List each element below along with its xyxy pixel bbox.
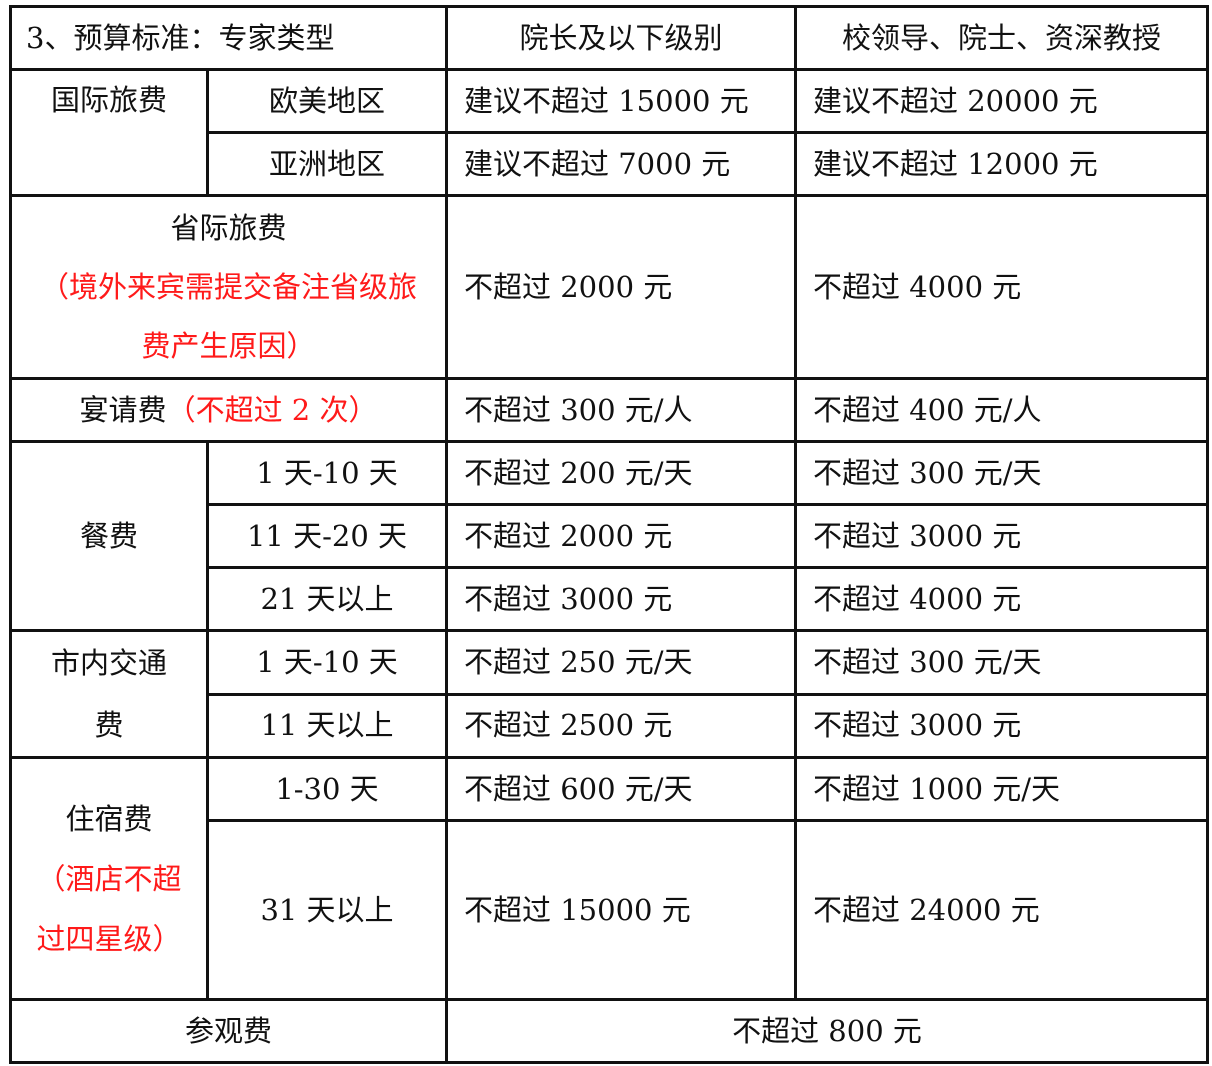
interprovincial-label: 省际旅费 [170,210,287,245]
header-type: 3、预算标准：专家类型 [9,5,448,71]
value-b: 不超过 3000 元 [794,692,1209,759]
value-b: 不超过 1000 元/天 [794,756,1209,822]
sub-label: 31 天以上 [206,819,448,1001]
sub-label: 11 天-20 天 [206,503,448,569]
table-row: 市内交通费 1 天-10 天 不超过 250 元/天 不超过 300 元/天 [9,629,1209,759]
interprovincial-note: （境外来宾需提交备注省级旅费产生原因） [40,269,418,363]
header-col-b: 校领导、院士、资深教授 [794,5,1209,71]
banquet-label: 宴请费 [79,392,167,427]
lodging-note: （酒店不超过四星级） [36,861,182,956]
banquet-note: （不超过 2 次） [166,392,378,427]
value-a: 不超过 2000 元 [445,503,797,569]
lodging-cell: 住宿费 （酒店不超过四星级） [9,756,209,1001]
table-row: 住宿费 （酒店不超过四星级） 1-30 天 不超过 600 元/天 不超过 10… [9,756,1209,1001]
value-a: 不超过 2500 元 [445,692,797,759]
interprovincial-cell: 省际旅费 （境外来宾需提交备注省级旅费产生原因） [9,194,448,380]
value-a: 不超过 250 元/天 [445,629,797,696]
value-b: 不超过 24000 元 [794,819,1209,1001]
header-row: 3、预算标准：专家类型 院长及以下级别 校领导、院士、资深教授 [9,5,1209,71]
table-row: 31 天以上 不超过 15000 元 不超过 24000 元 [11,819,1209,1001]
value-a: 不超过 2000 元 [445,194,797,380]
value-b: 不超过 4000 元 [794,194,1209,380]
table-row: 国际旅费 欧美地区 建议不超过 15000 元 建议不超过 20000 元 [9,68,1209,197]
budget-standard-table: 3、预算标准：专家类型 院长及以下级别 校领导、院士、资深教授 国际旅费 欧美地… [9,5,1209,1064]
sub-label: 11 天以上 [206,692,448,759]
table-row: 省际旅费 （境外来宾需提交备注省级旅费产生原因） 不超过 2000 元 不超过 … [9,194,1209,380]
value-b: 不超过 400 元/人 [794,377,1209,443]
lodging-label: 住宿费 [65,801,153,836]
value-a: 不超过 3000 元 [445,566,797,632]
sub-label: 欧美地区 [206,68,448,134]
international-label: 国际旅费 [9,68,209,197]
value-b: 不超过 300 元/天 [794,440,1209,506]
value-a: 建议不超过 15000 元 [445,68,797,134]
value-a: 不超过 200 元/天 [445,440,797,506]
banquet-cell: 宴请费（不超过 2 次） [9,377,448,443]
value-a: 建议不超过 7000 元 [445,131,797,197]
table-row: 亚洲地区 建议不超过 7000 元 建议不超过 12000 元 [11,131,1209,197]
sub-label: 1 天-10 天 [206,440,448,506]
value-a: 不超过 300 元/人 [445,377,797,443]
value-a: 不超过 15000 元 [445,819,797,1001]
sub-label: 1-30 天 [206,756,448,822]
meals-label: 餐费 [9,440,209,632]
table-row: 餐费 1 天-10 天 不超过 200 元/天 不超过 300 元/天 [9,440,1209,632]
table-row: 11 天以上 不超过 2500 元 不超过 3000 元 [11,692,1209,759]
table-row: 宴请费（不超过 2 次） 不超过 300 元/人 不超过 400 元/人 [9,377,1209,443]
table-row: 21 天以上 不超过 3000 元 不超过 4000 元 [11,566,1209,632]
table-row: 11 天-20 天 不超过 2000 元 不超过 3000 元 [11,503,1209,569]
local-transport-label: 市内交通费 [9,629,209,759]
value-b: 不超过 300 元/天 [794,629,1209,696]
header-col-a: 院长及以下级别 [445,5,797,71]
value-b: 不超过 4000 元 [794,566,1209,632]
value-a: 不超过 600 元/天 [445,756,797,822]
value-b: 建议不超过 20000 元 [794,68,1209,134]
sub-label: 亚洲地区 [206,131,448,197]
sub-label: 21 天以上 [206,566,448,632]
visit-label: 参观费 [9,998,448,1064]
value-b: 建议不超过 12000 元 [794,131,1209,197]
sub-label: 1 天-10 天 [206,629,448,696]
visit-value: 不超过 800 元 [445,998,1209,1064]
table-row: 参观费 不超过 800 元 [9,998,1209,1064]
value-b: 不超过 3000 元 [794,503,1209,569]
